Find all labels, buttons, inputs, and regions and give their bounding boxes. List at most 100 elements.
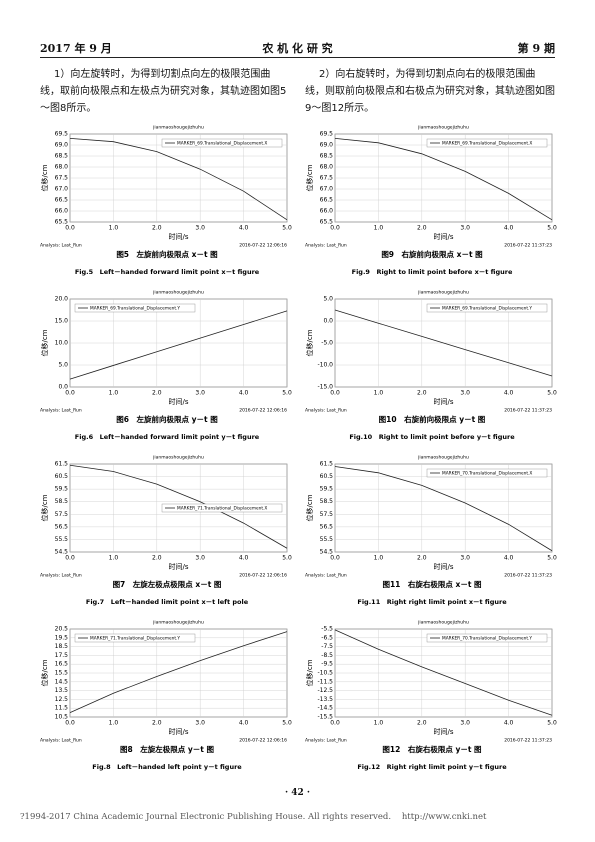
timestamp: 2016-07-22 12:06:16	[239, 738, 287, 744]
y-tick-label: 67.5	[320, 175, 334, 182]
series-line	[334, 466, 553, 552]
caption-en: Fig.10 Right to limit point before y－t f…	[349, 433, 515, 441]
y-axis-label: 位移/cm	[40, 494, 49, 521]
y-tick-label: 19.5	[55, 634, 69, 641]
x-tick-label: 0.0	[65, 225, 75, 232]
y-tick-label: -9.5	[321, 661, 333, 668]
y-tick-label: 55.5	[55, 536, 69, 543]
y-tick-label: 5.0	[58, 362, 68, 369]
y-tick-label: 61.5	[320, 461, 334, 468]
paragraph: 1）向左旋转时，为得到切割点向左的极限范围曲线，取前向极限点和左极点为研究对象，…	[40, 69, 287, 114]
x-tick-label: 0.0	[330, 555, 340, 562]
y-tick-label: 56.5	[55, 523, 69, 530]
x-tick-label: 1.0	[374, 720, 384, 727]
legend-box	[426, 633, 548, 643]
chart-title: jianmaoshougejizhuhu	[417, 455, 469, 461]
caption-en: Fig.5 Left－handed forward limit point x－…	[75, 268, 260, 276]
x-tick-label: 4.0	[239, 225, 249, 232]
x-tick-label: 3.0	[460, 390, 470, 397]
series-line	[334, 629, 553, 716]
y-tick-label: 10.5	[55, 714, 69, 721]
y-tick-label: 68.0	[320, 164, 334, 171]
x-axis-label: 时间/s	[168, 397, 188, 406]
y-tick-label: 60.5	[55, 473, 69, 480]
x-tick-label: 2.0	[417, 390, 427, 397]
y-tick-label: 54.5	[55, 549, 69, 556]
y-tick-label: 59.5	[55, 486, 69, 493]
y-tick-label: -6.5	[321, 634, 333, 641]
series-line	[69, 138, 288, 221]
y-tick-label: 68.0	[55, 164, 69, 171]
x-tick-label: 1.0	[109, 390, 119, 397]
y-axis-label: 位移/cm	[305, 659, 314, 686]
caption-en: Fig.6 Left－handed forward limit point y－…	[75, 433, 260, 441]
series-line	[69, 310, 288, 380]
caption-en: Fig.8 Left－handed left point y－t figure	[92, 763, 242, 771]
analysis-label: Analysis: Last_Run	[40, 573, 82, 579]
y-tick-label: 69.5	[320, 131, 334, 138]
y-axis-label: 位移/cm	[40, 164, 49, 191]
analysis-label: Analysis: Last_Run	[305, 738, 347, 744]
legend-label: MARKER_69.Translational_Displacement.X	[442, 141, 532, 147]
series-line	[69, 464, 288, 549]
caption-cn: 图12 右旋右极限点 y－t 图	[382, 744, 482, 754]
header-issue: 第 9 期	[517, 42, 555, 55]
legend-label: MARKER_70.Translational_Displacement.X	[442, 471, 532, 477]
y-axis-label: 位移/cm	[40, 329, 49, 356]
plot-frame	[334, 463, 553, 553]
caption-en: Fig.9 Right to limit point before x－t fi…	[352, 268, 513, 276]
x-tick-label: 5.0	[547, 225, 557, 232]
y-tick-label: 68.5	[320, 153, 334, 160]
y-tick-label: 5.0	[323, 296, 333, 303]
y-tick-label: 59.5	[320, 486, 334, 493]
chart-title: jianmaoshougejizhuhu	[417, 620, 469, 626]
x-tick-label: 1.0	[374, 390, 384, 397]
y-tick-label: 69.5	[55, 131, 69, 138]
x-tick-label: 5.0	[282, 720, 292, 727]
x-tick-label: 0.0	[65, 720, 75, 727]
header-date: 2017 年 9 月	[40, 42, 112, 55]
y-axis-label: 位移/cm	[305, 494, 314, 521]
legend-label: MARKER_69.Translational_Displacement.Y	[90, 306, 180, 312]
x-axis-label: 时间/s	[433, 727, 453, 736]
caption-cn: 图9 右旋前向极限点 x－t 图	[381, 249, 483, 259]
x-tick-label: 3.0	[195, 390, 205, 397]
x-tick-label: 3.0	[460, 555, 470, 562]
chart-title: jianmaoshougejizhuhu	[152, 290, 204, 296]
x-tick-label: 5.0	[282, 225, 292, 232]
y-tick-label: 13.5	[55, 687, 69, 694]
x-axis-label: 时间/s	[433, 397, 453, 406]
header-rule	[40, 57, 555, 58]
chart-title: jianmaoshougejizhuhu	[152, 620, 204, 626]
y-tick-label: 66.5	[320, 197, 334, 204]
x-tick-label: 3.0	[195, 225, 205, 232]
y-tick-label: -13.5	[317, 696, 333, 703]
x-tick-label: 4.0	[239, 720, 249, 727]
y-tick-label: -7.5	[321, 643, 333, 650]
x-tick-label: 5.0	[547, 720, 557, 727]
x-tick-label: 3.0	[460, 720, 470, 727]
x-axis-label: 时间/s	[168, 562, 188, 571]
caption-cn: 图7 左旋左极点极限点 x－t 图	[113, 579, 222, 589]
paragraph: 2）向右旋转时，为得到切割点向右的极限范围曲线，则取前向极限点和右极点为研究对象…	[305, 69, 555, 114]
caption-cn: 图11 右旋右极限点 x－t 图	[382, 579, 482, 589]
x-tick-label: 4.0	[504, 555, 514, 562]
legend-label: MARKER_69.Translational_Displacement.X	[177, 141, 267, 147]
x-tick-label: 4.0	[239, 390, 249, 397]
x-axis-label: 时间/s	[168, 727, 188, 736]
y-axis-label: 位移/cm	[305, 164, 314, 191]
analysis-label: Analysis: Last_Run	[40, 243, 82, 249]
x-tick-label: 4.0	[239, 555, 249, 562]
series-line	[334, 309, 553, 377]
analysis-label: Analysis: Last_Run	[40, 738, 82, 744]
x-tick-label: 5.0	[282, 555, 292, 562]
y-tick-label: 66.5	[55, 197, 69, 204]
x-tick-label: 0.0	[330, 720, 340, 727]
legend-label: MARKER_70.Translational_Displacement.Y	[442, 636, 532, 642]
y-tick-label: -8.5	[321, 652, 333, 659]
timestamp: 2016-07-22 11:37:23	[504, 408, 552, 414]
x-tick-label: 0.0	[330, 225, 340, 232]
y-tick-label: 14.5	[55, 678, 69, 685]
legend-label: MARKER_71.Translational_Displacement.Y	[90, 636, 180, 642]
x-tick-label: 2.0	[152, 225, 162, 232]
